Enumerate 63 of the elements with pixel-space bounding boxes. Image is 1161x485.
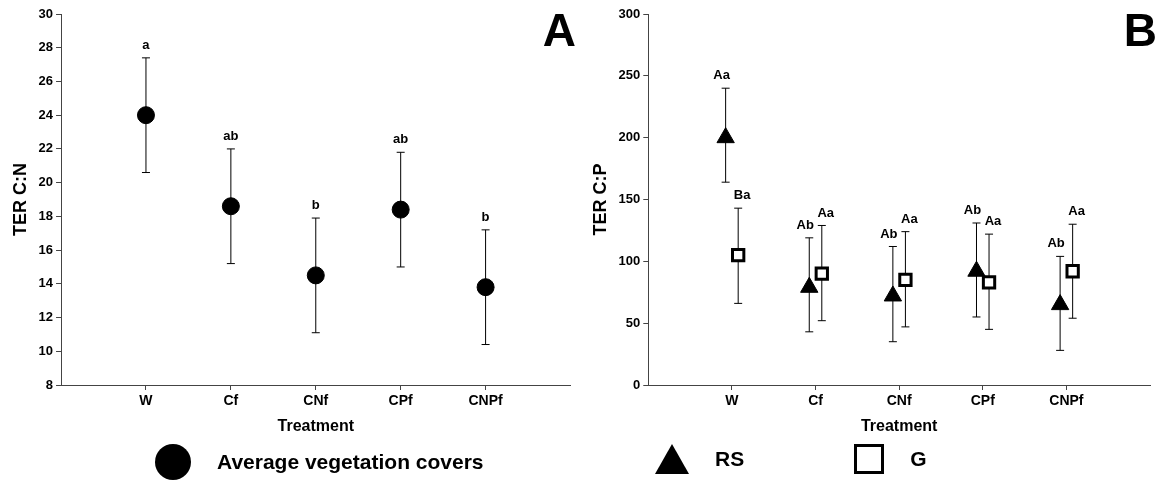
x-tick-label: CPf (970, 392, 996, 409)
annotation: Aa (1068, 203, 1086, 219)
y-tick-label: 8 (45, 376, 54, 392)
y-tick-label: 20 (38, 174, 54, 190)
y-tick-label: 14 (38, 275, 54, 291)
y-tick-label: 100 (618, 252, 641, 268)
legend-label: Average vegetation covers (217, 450, 484, 474)
annotation: Aa (817, 204, 835, 220)
x-tick-label: Cf (808, 392, 824, 409)
point (221, 197, 240, 216)
point (731, 247, 746, 263)
point (898, 272, 913, 288)
annotation: b (311, 197, 320, 213)
legend-label: RS (715, 447, 745, 471)
y-tick-label: 22 (38, 140, 54, 156)
y-tick-label: 26 (38, 73, 54, 89)
point (306, 266, 325, 285)
x-tick-label: Cf (223, 392, 239, 409)
y-tick-label: 18 (38, 207, 54, 223)
y-tick-label: 16 (38, 241, 54, 257)
legend-label: G (910, 447, 927, 471)
x-tick-label: CNf (303, 392, 329, 409)
x-tick-label: W (725, 392, 740, 409)
annotation: A (542, 3, 576, 56)
y-tick-label: 10 (38, 342, 54, 358)
annotation: Ab (880, 225, 898, 241)
x-axis-title: Treatment (277, 416, 355, 434)
annotation: Aa (984, 213, 1003, 229)
annotation: B (1123, 3, 1157, 56)
y-tick-label: 28 (38, 39, 54, 55)
y-tick-label: 200 (618, 129, 641, 145)
point (814, 266, 829, 281)
y-tick-label: 50 (625, 314, 641, 330)
point (391, 200, 410, 219)
y-tick-label: 300 (618, 5, 641, 21)
annotation: a (142, 36, 151, 52)
y-tick-label: 150 (618, 191, 641, 207)
point (136, 106, 155, 125)
point (981, 275, 997, 290)
y-axis-title: TER C:P (589, 163, 610, 236)
x-tick-label: CNPf (1049, 392, 1084, 409)
x-tick-label: CPf (388, 392, 414, 409)
annotation: Aa (901, 210, 919, 226)
point (1065, 264, 1080, 279)
y-tick-label: 12 (38, 309, 54, 325)
annotation: Ab (1047, 235, 1065, 251)
annotation: Ab (796, 216, 814, 232)
annotation: Aa (713, 67, 731, 83)
annotation: ab (223, 127, 239, 143)
y-tick-label: 30 (38, 5, 54, 21)
x-tick-label: W (139, 392, 154, 409)
y-tick-label: 24 (38, 106, 54, 122)
annotation: Ab (963, 202, 982, 218)
annotation: ab (393, 131, 409, 147)
x-axis-title: Treatment (860, 416, 939, 434)
annotation: Ba (733, 187, 752, 203)
point (476, 278, 495, 297)
annotation: b (481, 208, 490, 224)
y-axis-title: TER C:N (9, 163, 30, 236)
x-tick-label: CNf (886, 392, 912, 409)
x-tick-label: CNPf (468, 392, 504, 409)
y-tick-label: 250 (618, 67, 641, 83)
y-tick-label: 0 (633, 376, 641, 392)
